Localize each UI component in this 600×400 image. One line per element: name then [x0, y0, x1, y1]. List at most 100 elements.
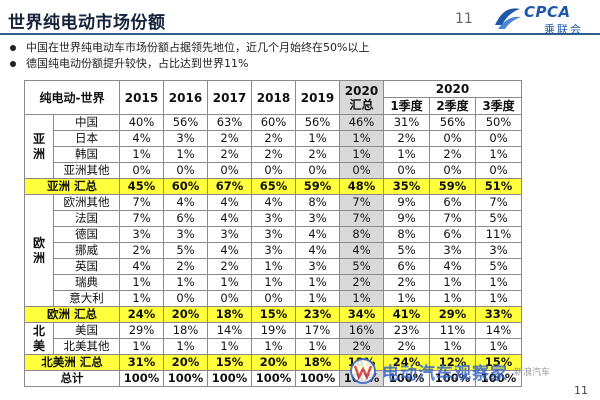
- value-cell: 1%: [251, 338, 296, 355]
- bullet-item: 中国在世界纯电动车市场份额占据领先地位，近几个月始终在50%以上: [10, 40, 570, 56]
- value-cell: 100%: [207, 370, 252, 387]
- value-cell: 100%: [429, 370, 476, 387]
- value-cell: 3%: [119, 226, 164, 243]
- value-cell: 2%: [383, 130, 430, 147]
- value-cell: 2%: [251, 146, 296, 163]
- year-header: 2015: [119, 80, 164, 115]
- value-cell: 0%: [207, 162, 252, 179]
- value-cell: 1%: [429, 274, 476, 291]
- value-cell: 67%: [207, 178, 252, 195]
- summary-label-cell: 北美洲 汇总: [24, 354, 120, 371]
- value-cell: 5%: [383, 242, 430, 259]
- total-2020-label: 汇总: [349, 97, 374, 112]
- table-row: 北美 美国 29% 18% 14% 19% 17% 16% 23% 11% 14%: [24, 322, 522, 355]
- table-row: 意大利 1% 0% 0% 0% 1% 1% 1% 1% 1%: [25, 290, 522, 307]
- value-cell: 3%: [295, 258, 340, 275]
- value-cell: 3%: [295, 210, 340, 227]
- table-row: 挪威 2% 5% 4% 3% 4% 4% 5% 3% 3%: [25, 242, 522, 259]
- value-cell: 20%: [163, 354, 208, 371]
- value-cell: 2%: [339, 338, 384, 355]
- table-row: 亚洲 中国 40% 56% 63% 60% 56% 46% 31% 56% 50%: [24, 114, 522, 179]
- value-cell: 3%: [475, 242, 522, 259]
- value-cell: 33%: [475, 306, 522, 323]
- value-cell: 59%: [429, 178, 476, 195]
- region-label: 欧洲: [32, 235, 45, 265]
- value-cell: 1%: [163, 274, 208, 291]
- value-cell: 60%: [251, 114, 296, 131]
- value-cell: 9%: [383, 194, 430, 211]
- value-cell: 14%: [475, 322, 522, 339]
- country-cell: 德国: [53, 226, 120, 243]
- value-cell: 2%: [207, 130, 252, 147]
- value-cell: 14%: [207, 322, 252, 339]
- value-cell: 4%: [119, 258, 164, 275]
- value-cell: 48%: [339, 178, 384, 195]
- country-cell: 瑞典: [53, 274, 120, 291]
- value-cell: 5%: [475, 258, 522, 275]
- value-cell: 6%: [383, 258, 430, 275]
- value-cell: 0%: [251, 162, 296, 179]
- bullet-item: 德国纯电动份额提升较快，占比达到世界11%: [10, 56, 570, 72]
- value-cell: 100%: [163, 370, 208, 387]
- slide-title: 世界纯电动市场份额: [8, 13, 166, 33]
- value-cell: 35%: [383, 178, 430, 195]
- total-2020-year: 2020: [344, 83, 379, 98]
- value-cell: 41%: [383, 306, 430, 323]
- value-cell: 4%: [163, 194, 208, 211]
- cpca-logo-icon: [495, 8, 521, 29]
- value-cell: 56%: [429, 114, 476, 131]
- value-cell: 31%: [383, 114, 430, 131]
- value-cell: 1%: [475, 274, 522, 291]
- bullet-list: 中国在世界纯电动车市场份额占据领先地位，近几个月始终在50%以上 德国纯电动份额…: [10, 40, 570, 72]
- summary-row: 欧洲 汇总 24% 20% 18% 15% 23% 34% 41% 29% 33%: [24, 306, 522, 323]
- value-cell: 5%: [163, 242, 208, 259]
- value-cell: 1%: [163, 338, 208, 355]
- value-cell: 7%: [119, 210, 164, 227]
- region-cell: 欧洲: [24, 194, 54, 307]
- value-cell: 1%: [163, 146, 208, 163]
- value-cell: 0%: [339, 162, 384, 179]
- value-cell: 1%: [295, 338, 340, 355]
- value-cell: 0%: [163, 162, 208, 179]
- value-cell: 1%: [295, 130, 340, 147]
- value-cell: 1%: [119, 146, 164, 163]
- value-cell: 1%: [475, 290, 522, 307]
- value-cell: 56%: [163, 114, 208, 131]
- value-cell: 17%: [295, 322, 340, 339]
- value-cell: 40%: [119, 114, 164, 131]
- value-cell: 2%: [383, 274, 430, 291]
- country-cell: 亚洲其他: [53, 162, 120, 179]
- bullet-text: 中国在世界纯电动车市场份额占据领先地位，近几个月始终在50%以上: [26, 41, 370, 54]
- quarter-header: 3季度: [475, 97, 522, 115]
- value-cell: 1%: [383, 290, 430, 307]
- value-cell: 51%: [475, 178, 522, 195]
- year-header: 2018: [251, 80, 296, 115]
- value-cell: 100%: [119, 370, 164, 387]
- value-cell: 50%: [475, 114, 522, 131]
- value-cell: 20%: [163, 306, 208, 323]
- value-cell: 4%: [295, 226, 340, 243]
- table-row: 欧洲 欧洲其他 7% 4% 4% 4% 8% 7% 9% 6% 7%: [24, 194, 522, 307]
- table-row: 法国 7% 6% 4% 3% 3% 7% 9% 7% 5%: [25, 210, 522, 227]
- value-cell: 4%: [295, 242, 340, 259]
- value-cell: 2%: [251, 130, 296, 147]
- summary-label-cell: 亚洲 汇总: [24, 178, 120, 195]
- value-cell: 7%: [339, 210, 384, 227]
- value-cell: 4%: [429, 258, 476, 275]
- value-cell: 1%: [251, 258, 296, 275]
- bottom-page-number: 11: [574, 384, 588, 397]
- value-cell: 0%: [207, 290, 252, 307]
- country-cell: 挪威: [53, 242, 120, 259]
- year-header: 2017: [207, 80, 252, 115]
- value-cell: 7%: [429, 210, 476, 227]
- value-cell: 4%: [207, 242, 252, 259]
- value-cell: 4%: [207, 210, 252, 227]
- region-cell: 亚洲: [24, 114, 54, 179]
- value-cell: 63%: [207, 114, 252, 131]
- value-cell: 1%: [207, 274, 252, 291]
- value-cell: 7%: [339, 194, 384, 211]
- value-cell: 0%: [475, 130, 522, 147]
- cpca-logo: CPCA 乘联会: [492, 3, 596, 36]
- country-cell: 美国: [53, 322, 120, 339]
